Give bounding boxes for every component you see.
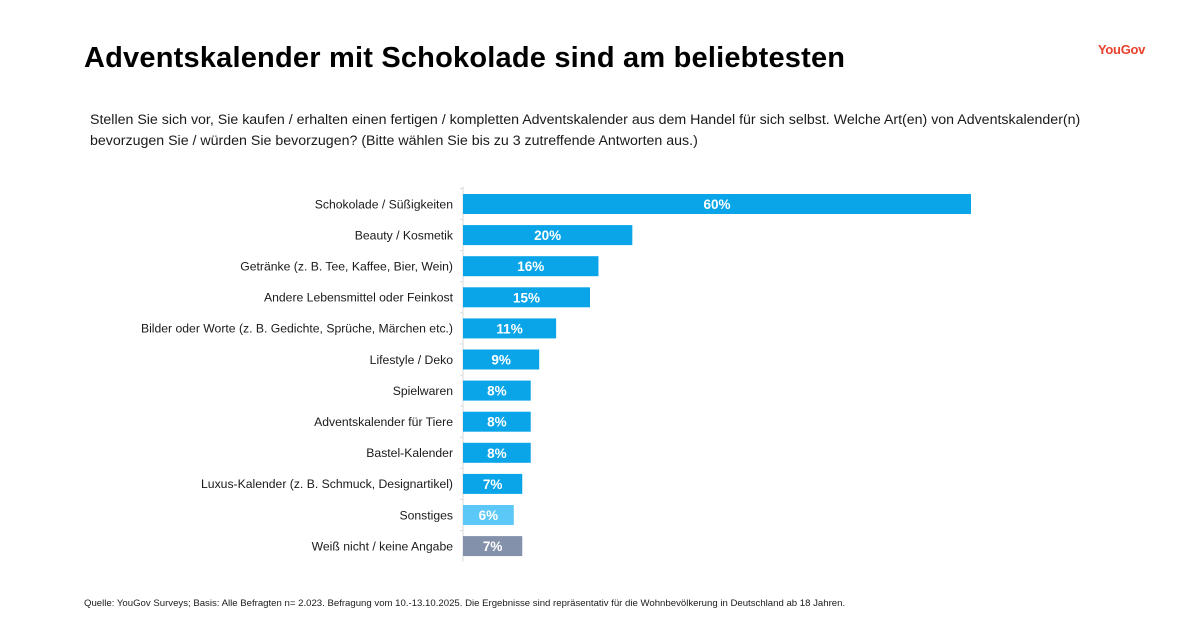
category-label: Spielwaren (393, 384, 453, 398)
source-footnote: Quelle: YouGov Surveys; Basis: Alle Befr… (84, 598, 846, 609)
category-label: Luxus-Kalender (z. B. Schmuck, Designart… (201, 477, 453, 491)
bar (463, 194, 971, 214)
category-label: Bilder oder Worte (z. B. Gedichte, Sprüc… (141, 322, 453, 336)
bar (463, 287, 590, 308)
bar (463, 318, 557, 339)
data-label: 6% (479, 508, 499, 523)
data-label: 11% (496, 321, 522, 336)
bar (463, 536, 523, 557)
bar (463, 442, 531, 463)
yougov-logo: YouGov (1098, 42, 1146, 57)
category-label: Andere Lebensmittel oder Feinkost (264, 291, 454, 305)
data-label: 60% (703, 197, 730, 212)
bar (463, 505, 514, 525)
category-label: Getränke (z. B. Tee, Kaffee, Bier, Wein) (240, 260, 453, 274)
category-label: Lifestyle / Deko (370, 353, 454, 367)
bar (463, 256, 599, 277)
bar (463, 349, 540, 370)
category-label: Beauty / Kosmetik (355, 228, 454, 242)
category-label: Sonstiges (399, 508, 453, 522)
chart-title: Adventskalender mit Schokolade sind am b… (84, 42, 846, 74)
category-label: Weiß nicht / keine Angabe (312, 539, 454, 553)
data-label: 8% (487, 415, 507, 430)
category-label: Bastel-Kalender (366, 446, 453, 460)
category-label: Schokolade / Süßigkeiten (315, 197, 453, 211)
data-label: 8% (487, 446, 507, 461)
survey-question: Stellen Sie sich vor, Sie kaufen / erhal… (90, 112, 1081, 149)
bar (463, 411, 531, 432)
data-label: 8% (487, 384, 507, 399)
data-label: 20% (534, 228, 561, 243)
category-label: Adventskalender für Tiere (314, 415, 453, 429)
data-label: 9% (491, 353, 511, 368)
bar (463, 473, 523, 494)
bar (463, 225, 633, 246)
data-label: 15% (513, 290, 540, 305)
data-label: 7% (483, 477, 503, 492)
data-label: 16% (517, 259, 544, 274)
bar (463, 380, 531, 401)
data-label: 7% (483, 539, 503, 554)
